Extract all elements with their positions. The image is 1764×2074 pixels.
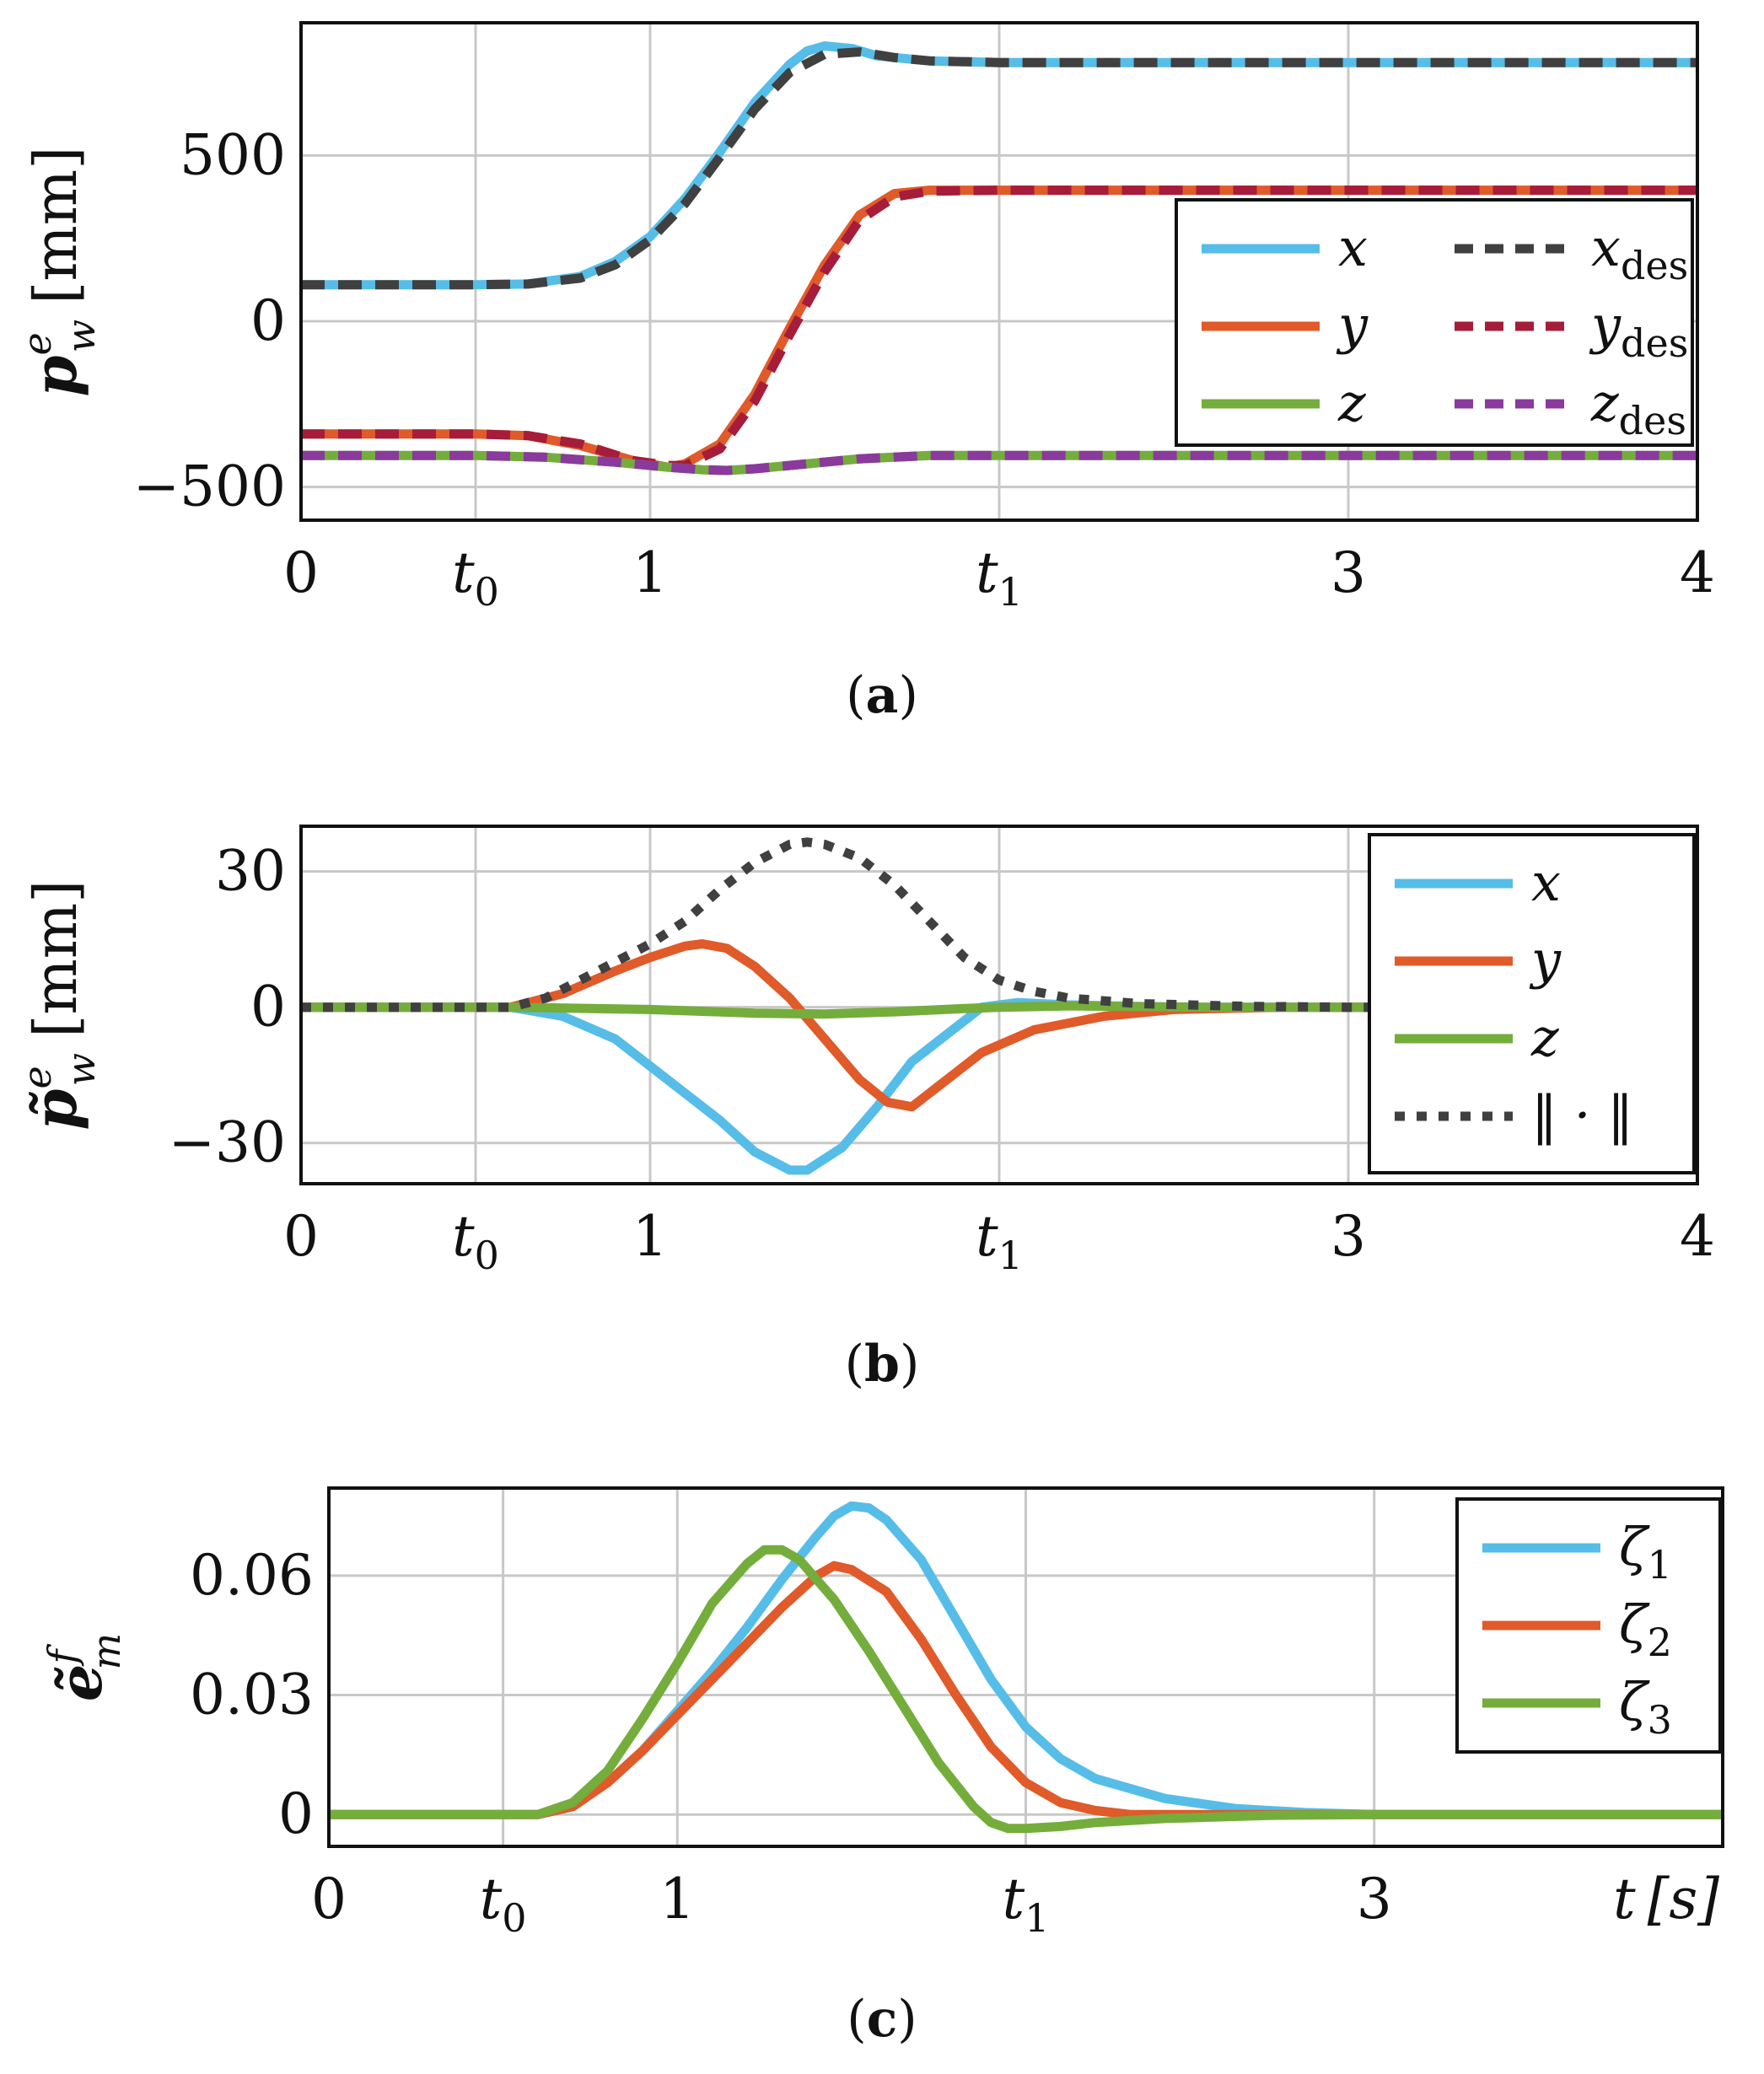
panel-caption: (c) [847, 1990, 917, 2049]
y-axis-label: p̃ew[mm] [14, 880, 104, 1131]
x-tick-label: t1 [976, 540, 1023, 615]
x-tick-label: 3 [1357, 1867, 1392, 1932]
legend-label: x [1531, 852, 1561, 913]
x-tick-label: 0 [283, 540, 319, 605]
y-tick-label: 0.06 [190, 1543, 314, 1608]
axes-frame [299, 21, 1699, 522]
series-line-y_des [301, 185, 1697, 470]
y-tick-label: 500 [180, 122, 286, 187]
y-tick-label: 0 [250, 288, 286, 353]
y-tick-label: −500 [133, 454, 286, 519]
plot-area [329, 1501, 1723, 1834]
series-line-norm [301, 837, 1697, 1013]
legend-label: z [1337, 372, 1366, 433]
x-tick-label: 3 [1331, 540, 1366, 605]
x-tick-label: 4 [1680, 540, 1715, 605]
y-tick-label: −30 [169, 1110, 286, 1175]
legend: xyz ‖ · ‖ [1368, 833, 1696, 1174]
x-tick-label: 0 [311, 1867, 347, 1932]
x-tick-label: 3 [1331, 1204, 1366, 1269]
series-line-z [301, 1001, 1697, 1019]
x-tick-label: 1 [632, 1204, 668, 1269]
x-tick-label: t0 [480, 1867, 527, 1941]
x-tick-label: t0 [452, 1204, 499, 1278]
y-axis-label: ẽfm [40, 1633, 129, 1701]
legend-label: ‖ · ‖ [1531, 1084, 1633, 1146]
series-line-y [301, 939, 1697, 1112]
series-line-x_des [301, 47, 1697, 290]
plot-area [301, 41, 1697, 476]
series-line-z_des [301, 450, 1697, 476]
x-tick-label: t1 [1003, 1867, 1050, 1941]
plot-area [301, 837, 1697, 1175]
panel-caption: (a) [846, 666, 918, 725]
legend-label: z [1530, 1007, 1559, 1068]
x-axis-label: t [s] [1613, 1867, 1719, 1932]
panel-caption: (b) [845, 1335, 920, 1394]
legend-label: y [1529, 929, 1562, 991]
series-line-y [329, 1561, 1723, 1819]
chart-panel-b: 30 0 −30 0 t0 1 t1 3 4 p̃ew[mm] xyz ‖ · ‖ (b) [14, 825, 1715, 1394]
series-line-z [329, 1545, 1723, 1834]
x-tick-label: 1 [659, 1867, 695, 1932]
x-tick-label: 1 [632, 540, 668, 605]
y-tick-label: 0 [278, 1781, 314, 1846]
x-tick-label: t0 [452, 540, 499, 615]
legend-label: x [1338, 217, 1368, 278]
x-tick-label: 4 [1680, 1204, 1715, 1269]
axes-frame [299, 825, 1699, 1185]
y-tick-label: 0.03 [190, 1663, 314, 1727]
axes-frame [327, 1486, 1724, 1848]
y-tick-label: 0 [250, 975, 286, 1040]
x-tick-label: 0 [283, 1204, 319, 1269]
x-tick-label: t1 [976, 1204, 1023, 1278]
y-tick-label: 30 [215, 839, 286, 904]
y-axis-label: pew[mm] [14, 147, 104, 397]
legend-label: y [1336, 294, 1369, 356]
